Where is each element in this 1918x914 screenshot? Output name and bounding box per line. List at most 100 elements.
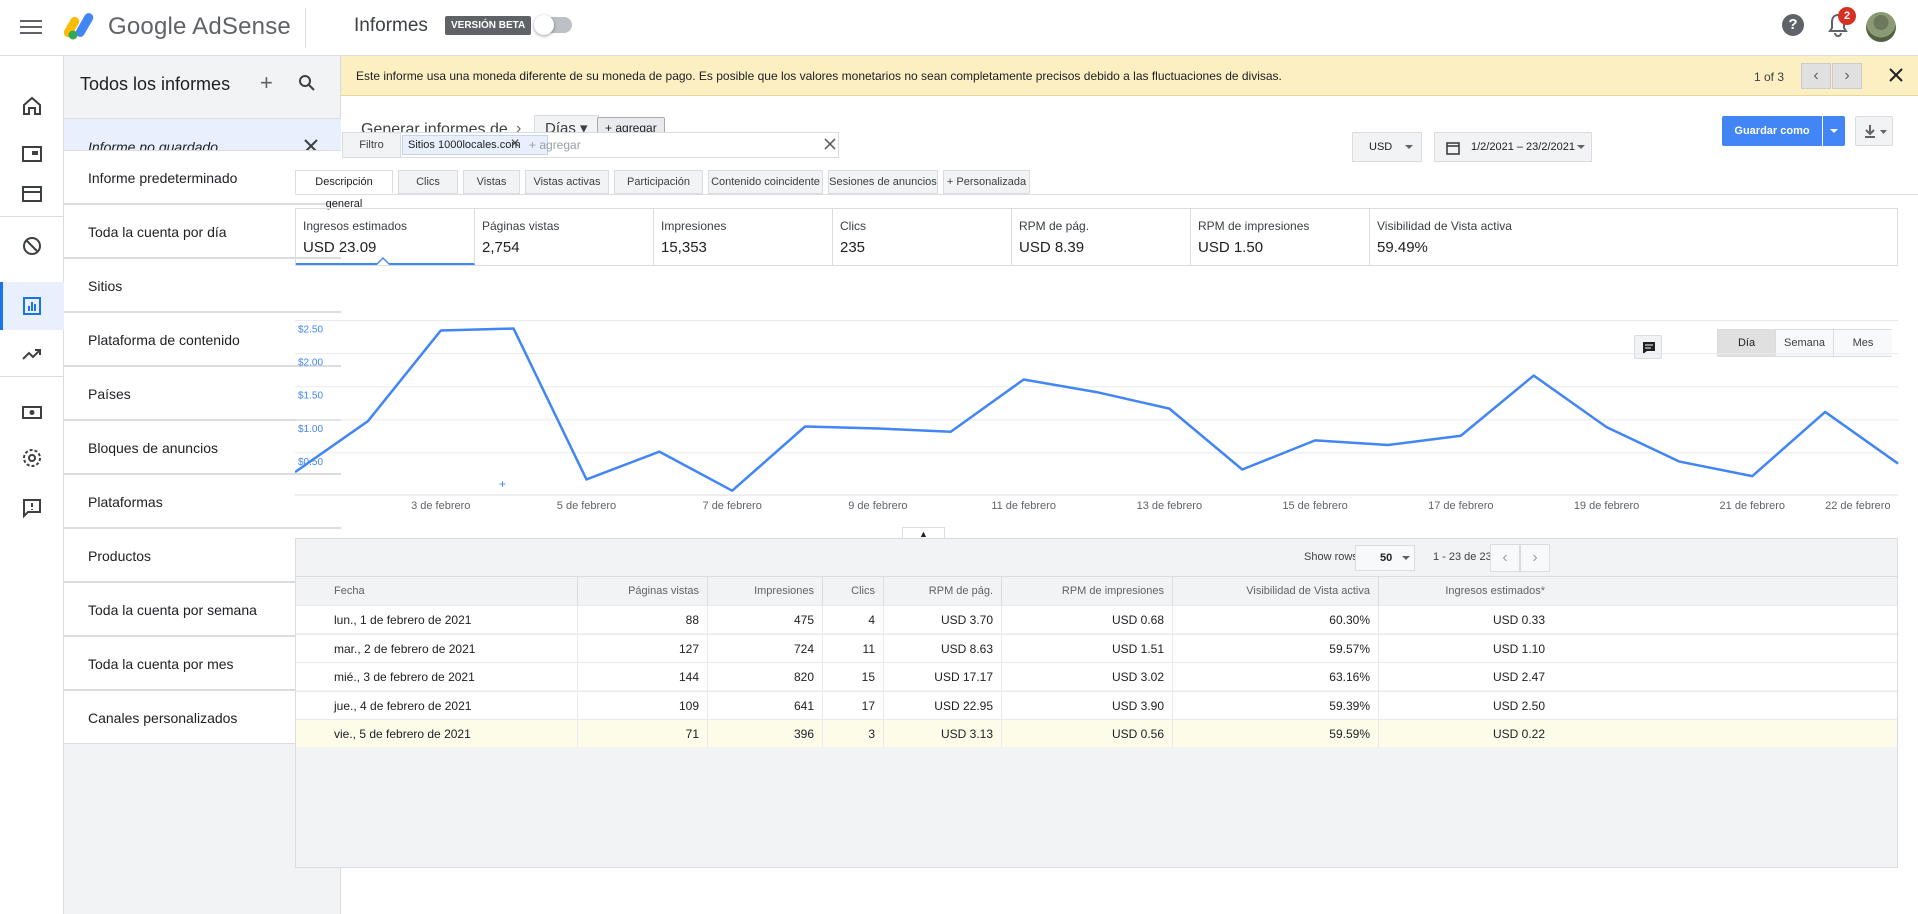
metric-visibilidad-vista-activa[interactable]: Visibilidad de Vista activa 59.49% xyxy=(1370,209,1551,265)
help-icon[interactable]: ? xyxy=(1782,14,1804,36)
table-row[interactable]: jue., 4 de febrero de 2021 109 641 17 USD 22… xyxy=(296,690,1897,720)
period-semana-button[interactable]: Semana xyxy=(1776,330,1834,356)
block-icon[interactable] xyxy=(20,234,44,258)
metric-paginas-vistas[interactable]: Páginas vistas 2,754 xyxy=(475,209,654,265)
tab-contenido-coincidente[interactable]: Contenido coincidente xyxy=(708,170,823,194)
menu-icon[interactable] xyxy=(20,16,42,38)
reports-icon[interactable] xyxy=(20,294,44,318)
payments-icon[interactable] xyxy=(20,400,44,424)
column-header-rpm-pag[interactable]: RPM de pág. xyxy=(884,577,1002,605)
banner-prev-button[interactable]: ‹ xyxy=(1801,63,1831,89)
column-header-impresiones[interactable]: Impresiones xyxy=(708,577,823,605)
x-tick-label: 21 de febrero xyxy=(1720,500,1785,512)
download-button[interactable] xyxy=(1855,116,1893,146)
rows-per-page-select[interactable]: 50 xyxy=(1355,545,1415,571)
tab-sesiones-anuncios[interactable]: Sesiones de anuncios xyxy=(828,170,938,194)
add-annotation-marker[interactable]: + xyxy=(499,477,506,491)
data-point[interactable] xyxy=(1531,373,1537,379)
period-mes-button[interactable]: Mes xyxy=(1834,330,1892,356)
currency-select[interactable]: USD xyxy=(1352,132,1422,162)
feedback-icon[interactable] xyxy=(20,496,44,520)
data-point[interactable] xyxy=(1239,467,1245,473)
home-icon[interactable] xyxy=(20,94,44,118)
sidebar-item-productos[interactable]: Productos xyxy=(64,528,341,582)
table-row[interactable]: lun., 1 de febrero de 2021 88 475 4 USD 3.70… xyxy=(296,605,1897,634)
metric-clics[interactable]: Clics 235 xyxy=(833,209,1012,265)
remove-filter-icon[interactable]: × xyxy=(510,135,520,152)
data-point[interactable] xyxy=(1312,437,1318,443)
sidebar-item-plataforma-contenido[interactable]: Plataforma de contenido xyxy=(64,312,341,366)
sidebar-item-cuenta-por-dia[interactable]: Toda la cuenta por día xyxy=(64,204,341,258)
avatar[interactable] xyxy=(1866,12,1896,42)
add-report-button[interactable]: + xyxy=(260,70,273,95)
tab-clics[interactable]: Clics xyxy=(398,170,458,194)
sidebar-item-cuenta-por-semana[interactable]: Toda la cuenta por semana xyxy=(64,582,341,636)
sites-icon[interactable] xyxy=(20,182,44,206)
prev-page-button[interactable]: ‹ xyxy=(1490,544,1520,572)
sidebar-item-paises[interactable]: Países xyxy=(64,366,341,420)
add-filter-input[interactable] xyxy=(527,136,817,154)
column-header-paginas-vistas[interactable]: Páginas vistas xyxy=(578,577,708,605)
table-row[interactable]: vie., 5 de febrero de 2021 71 396 3 USD 3.13… xyxy=(296,719,1897,749)
tab-personalizada[interactable]: + Personalizada xyxy=(943,170,1030,194)
data-point[interactable] xyxy=(1604,424,1610,430)
data-point[interactable] xyxy=(802,424,808,430)
data-point[interactable] xyxy=(438,328,444,334)
column-header-ingresos[interactable]: Ingresos estimados* xyxy=(1445,585,1545,597)
sidebar-item-bloques-anuncios[interactable]: Bloques de anuncios xyxy=(64,420,341,474)
date-range-select[interactable]: 1/2/2021 – 23/2/2021 xyxy=(1434,132,1592,162)
data-point[interactable] xyxy=(1822,409,1828,415)
tab-vistas-activas[interactable]: Vistas activas xyxy=(525,170,609,194)
collapse-chart-button[interactable]: ▲ xyxy=(902,527,945,540)
table-cell: 60.30% xyxy=(1173,606,1379,634)
data-point[interactable] xyxy=(1166,406,1172,412)
table-row[interactable]: mar., 2 de febrero de 2021 127 724 11 USD 8.… xyxy=(296,633,1897,663)
data-point[interactable] xyxy=(583,476,589,482)
table-cell: lun., 1 de febrero de 2021 xyxy=(296,606,578,634)
data-point[interactable] xyxy=(365,418,371,424)
search-icon[interactable] xyxy=(298,74,316,92)
data-point[interactable] xyxy=(1676,459,1682,465)
tab-vistas[interactable]: Vistas xyxy=(463,170,520,194)
data-point[interactable] xyxy=(656,449,662,455)
trending-icon[interactable] xyxy=(20,342,44,366)
table-row[interactable]: mié., 3 de febrero de 2021 144 820 15 USD 17… xyxy=(296,662,1897,692)
sidebar-item-sitios[interactable]: Sitios xyxy=(64,258,341,312)
table-cell: USD 1.10 xyxy=(1492,641,1545,656)
sidebar-item-canales-personalizados[interactable]: Canales personalizados xyxy=(64,690,341,744)
column-header-clics[interactable]: Clics xyxy=(823,577,884,605)
metric-impresiones[interactable]: Impresiones 15,353 xyxy=(654,209,833,265)
data-point[interactable] xyxy=(511,326,517,332)
column-header-rpm-impresiones[interactable]: RPM de impresiones xyxy=(1002,577,1173,605)
banner-next-button[interactable]: › xyxy=(1832,63,1862,89)
ads-icon[interactable] xyxy=(20,142,44,166)
save-as-button[interactable]: Guardar como xyxy=(1722,116,1822,146)
metric-rpm-impresiones[interactable]: RPM de impresiones USD 1.50 xyxy=(1191,209,1370,265)
clear-filter-icon[interactable] xyxy=(823,137,837,151)
sidebar-item-plataformas[interactable]: Plataformas xyxy=(64,474,341,528)
tab-participacion[interactable]: Participación xyxy=(614,170,703,194)
column-header-visibilidad[interactable]: Visibilidad de Vista activa xyxy=(1173,577,1379,605)
data-point[interactable] xyxy=(1385,442,1391,448)
period-dia-button[interactable]: Día xyxy=(1718,330,1776,356)
sidebar-item-informe-predeterminado[interactable]: Informe predeterminado xyxy=(64,150,341,204)
data-point[interactable] xyxy=(1749,473,1755,479)
data-point[interactable] xyxy=(875,425,881,431)
sidebar-item-cuenta-por-mes[interactable]: Toda la cuenta por mes xyxy=(64,636,341,690)
save-as-dropdown-button[interactable] xyxy=(1823,116,1845,146)
metric-ingresos-estimados[interactable]: Ingresos estimados USD 23.09 xyxy=(296,209,475,265)
data-point[interactable] xyxy=(948,429,954,435)
close-icon[interactable] xyxy=(1887,66,1905,84)
settings-icon[interactable] xyxy=(20,446,44,470)
tab-descripcion-general[interactable]: Descripción general xyxy=(295,170,393,210)
annotations-button[interactable] xyxy=(1634,335,1662,359)
column-header-fecha[interactable]: Fecha xyxy=(296,577,578,605)
metric-rpm-pag[interactable]: RPM de pág. USD 8.39 xyxy=(1012,209,1191,265)
data-point[interactable] xyxy=(1458,433,1464,439)
beta-toggle[interactable] xyxy=(534,15,572,35)
data-point[interactable] xyxy=(729,488,735,494)
data-point[interactable] xyxy=(1094,389,1100,395)
data-point[interactable] xyxy=(1021,377,1027,383)
data-point[interactable] xyxy=(1895,461,1901,467)
next-page-button[interactable]: › xyxy=(1520,544,1550,572)
